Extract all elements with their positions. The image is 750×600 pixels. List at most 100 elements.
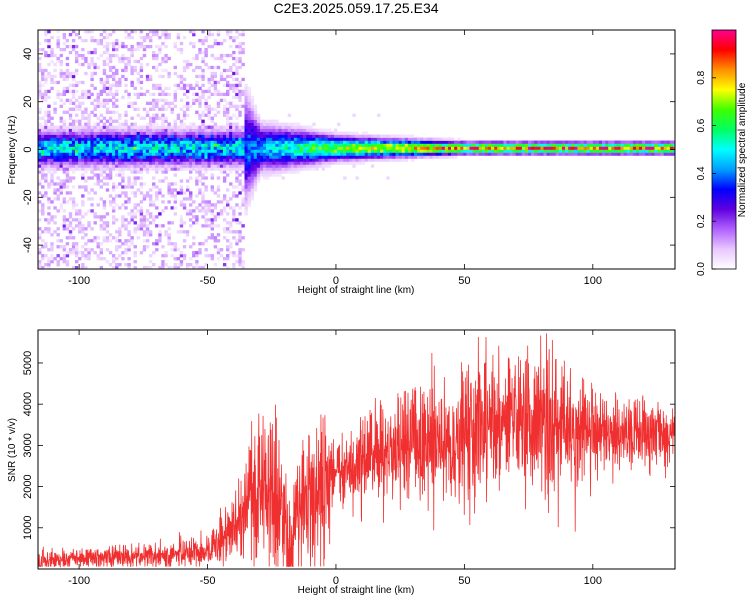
spectrogram-cell xyxy=(438,137,443,141)
spectrogram-cell xyxy=(241,125,245,129)
spectrogram-cell xyxy=(38,89,42,94)
spectrogram-cell xyxy=(303,143,307,147)
spectrogram-cell xyxy=(617,152,621,156)
spectrogram-cell xyxy=(127,179,131,183)
spectrogram-cell xyxy=(555,152,560,156)
spectrogram-cell xyxy=(561,149,566,153)
spectrogram-cell xyxy=(121,164,125,168)
spectrogram-cell xyxy=(330,149,335,153)
spectrogram-cell xyxy=(266,161,270,165)
spectrogram-cell xyxy=(161,152,165,156)
spectrogram-cell xyxy=(481,143,486,147)
spectrogram-cell xyxy=(111,140,116,144)
spectrogram-cell xyxy=(99,113,104,117)
spectrogram-cell xyxy=(41,128,45,132)
spectrogram-cell xyxy=(108,53,113,58)
spectrogram-cell xyxy=(136,203,141,207)
spectrogram-cell xyxy=(142,155,147,159)
spectrogram-cell xyxy=(315,149,319,153)
spectrogram-cell xyxy=(346,137,350,141)
spectrogram-cell xyxy=(290,140,295,144)
spectrogram-cell xyxy=(127,47,131,52)
spectrogram-cell xyxy=(133,230,137,234)
spectrogram-cell xyxy=(543,149,547,153)
spectrogram-cell xyxy=(410,152,415,156)
spectrogram-cell xyxy=(124,191,128,195)
spectrogram-cell xyxy=(50,161,54,165)
spectrogram-cell xyxy=(68,122,73,126)
spectrogram-cell xyxy=(389,158,393,162)
spectrogram-cell xyxy=(102,200,107,204)
spectrogram-cell xyxy=(364,152,369,156)
snr-y-axis-label: SNR (10 * v/v) xyxy=(7,418,18,482)
spectrogram-cell xyxy=(349,149,353,153)
spectrogram-cell xyxy=(179,263,184,267)
spectrogram-cell xyxy=(155,128,159,132)
spectrogram-cell xyxy=(395,146,399,150)
spectrogram-cell xyxy=(213,74,218,79)
spectrogram-cell xyxy=(299,164,304,168)
spectrogram-cell xyxy=(426,143,430,147)
spectrogram-cell xyxy=(373,143,378,147)
spectrogram-cell xyxy=(148,119,153,123)
spectrogram-cell xyxy=(404,149,409,153)
spectrogram-cell xyxy=(102,221,107,225)
spectrogram-cell xyxy=(118,167,122,171)
spectrogram-cell xyxy=(259,122,264,126)
spectrogram-cell xyxy=(155,170,159,174)
spectrogram-cell xyxy=(534,146,538,150)
spectrogram-cell xyxy=(383,149,387,153)
spectrogram-cell xyxy=(71,218,76,222)
spectrogram-cell xyxy=(235,30,239,34)
spectrogram-cell xyxy=(62,248,67,252)
spectrogram-cell xyxy=(158,35,162,40)
spectrogram-cell xyxy=(263,167,267,171)
spectrogram-cell xyxy=(395,158,399,162)
spectrogram-cell xyxy=(136,152,141,156)
spectrogram-cell xyxy=(278,146,282,150)
spectrogram-cell xyxy=(488,143,492,147)
spectrogram-cell xyxy=(275,140,279,144)
spectrogram-cell xyxy=(343,149,347,153)
spectrogram-cell xyxy=(161,170,165,174)
spectrogram-cell xyxy=(306,137,310,141)
spectrogram-cell xyxy=(56,164,60,168)
spectrogram-cell xyxy=(346,143,350,147)
spectrogram-cell xyxy=(201,59,205,64)
spectrogram-cell xyxy=(259,158,264,162)
spectrogram-cell xyxy=(195,98,199,102)
spectrogram-cell xyxy=(74,128,79,132)
spectrogram-cell xyxy=(65,44,70,49)
spectrogram-cell xyxy=(244,200,248,204)
spectrogram-cell xyxy=(182,59,187,64)
spectrogram-cell xyxy=(623,146,628,150)
spectrogram-cell xyxy=(173,41,177,46)
spectrogram-cell xyxy=(290,149,295,153)
spectrogram-cell xyxy=(238,230,242,234)
spectrogram-cell xyxy=(269,143,273,147)
spectrogram-cell xyxy=(148,146,153,150)
spectrogram-cell xyxy=(207,206,211,210)
spectrogram-cell xyxy=(115,134,119,138)
spectrogram-cell xyxy=(41,143,45,147)
spectrogram-cell xyxy=(108,143,113,147)
spectrogram-cell xyxy=(38,122,42,126)
spectrogram-cell xyxy=(148,161,153,165)
spectrogram-cell xyxy=(44,242,48,246)
spectrogram-cell xyxy=(127,35,131,40)
spectrogram-cell xyxy=(592,149,597,153)
spectrogram-cell xyxy=(266,164,270,168)
spectrogram-cell xyxy=(133,194,137,198)
spectrogram-cell xyxy=(105,35,110,40)
spectrogram-cell xyxy=(392,155,396,159)
spectrogram-cell xyxy=(432,146,436,150)
spectrogram-cell xyxy=(173,155,177,159)
spectrogram-cell xyxy=(74,164,79,168)
spectrogram-cell xyxy=(531,149,535,153)
spectrogram-cell xyxy=(102,98,107,102)
spectrogram-cell xyxy=(102,182,107,186)
spectrogram-cell xyxy=(111,47,116,52)
spectrogram-cell xyxy=(207,89,211,94)
spectrogram-cell xyxy=(108,56,113,61)
spectrogram-cell xyxy=(136,44,141,49)
